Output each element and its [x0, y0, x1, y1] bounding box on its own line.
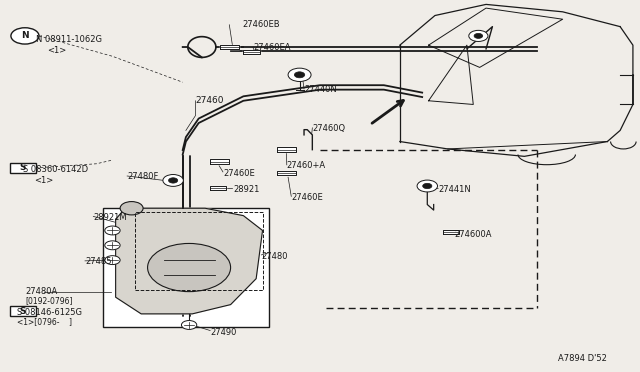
Text: S 08360-6142D: S 08360-6142D [23, 165, 88, 174]
Circle shape [148, 243, 230, 292]
Polygon shape [443, 230, 460, 234]
Circle shape [105, 241, 120, 250]
Circle shape [105, 256, 120, 264]
Text: 28921: 28921 [234, 185, 260, 194]
Text: 27485: 27485 [85, 257, 111, 266]
Text: 27460EA: 27460EA [253, 42, 291, 51]
Circle shape [288, 68, 311, 81]
Text: S: S [20, 163, 26, 172]
Text: 27460E: 27460E [291, 193, 323, 202]
Circle shape [294, 72, 305, 78]
Text: 28921M: 28921M [93, 213, 127, 222]
Text: 27460+A: 27460+A [287, 161, 326, 170]
Text: 27480F: 27480F [127, 172, 159, 181]
Text: 27480A: 27480A [25, 287, 57, 296]
Polygon shape [276, 147, 296, 152]
Polygon shape [220, 45, 239, 49]
Text: <1>[0796-    ]: <1>[0796- ] [17, 317, 72, 326]
Text: N: N [21, 31, 29, 41]
Text: <1>: <1> [47, 46, 66, 55]
FancyBboxPatch shape [103, 208, 269, 327]
Text: A7894 D'52: A7894 D'52 [559, 354, 607, 363]
Circle shape [105, 226, 120, 235]
Circle shape [468, 31, 488, 41]
Circle shape [417, 180, 438, 192]
Text: S 08146-6125G: S 08146-6125G [17, 308, 82, 317]
Text: S: S [20, 307, 26, 316]
Text: [0192-0796]: [0192-0796] [25, 296, 72, 305]
FancyBboxPatch shape [10, 306, 36, 317]
Circle shape [181, 321, 196, 330]
Polygon shape [116, 208, 262, 314]
Text: 274600A: 274600A [454, 230, 492, 239]
Text: <1>: <1> [34, 176, 53, 185]
Circle shape [11, 28, 39, 44]
Text: N 08911-1062G: N 08911-1062G [36, 35, 102, 44]
Text: 27440N: 27440N [304, 85, 337, 94]
Polygon shape [243, 50, 260, 54]
Polygon shape [277, 171, 296, 175]
FancyBboxPatch shape [10, 163, 36, 173]
Text: 27490: 27490 [210, 328, 237, 337]
Text: 27480: 27480 [261, 252, 288, 261]
Circle shape [168, 178, 178, 183]
Circle shape [120, 202, 143, 215]
Text: 27460EB: 27460EB [242, 20, 280, 29]
Polygon shape [209, 186, 226, 190]
Text: 27441N: 27441N [438, 185, 471, 194]
Circle shape [422, 183, 432, 189]
Polygon shape [209, 159, 228, 164]
Text: 27460: 27460 [195, 96, 224, 105]
Text: 27460E: 27460E [223, 169, 255, 177]
Circle shape [474, 33, 483, 38]
Circle shape [163, 174, 183, 186]
Text: 27460Q: 27460Q [312, 124, 346, 133]
